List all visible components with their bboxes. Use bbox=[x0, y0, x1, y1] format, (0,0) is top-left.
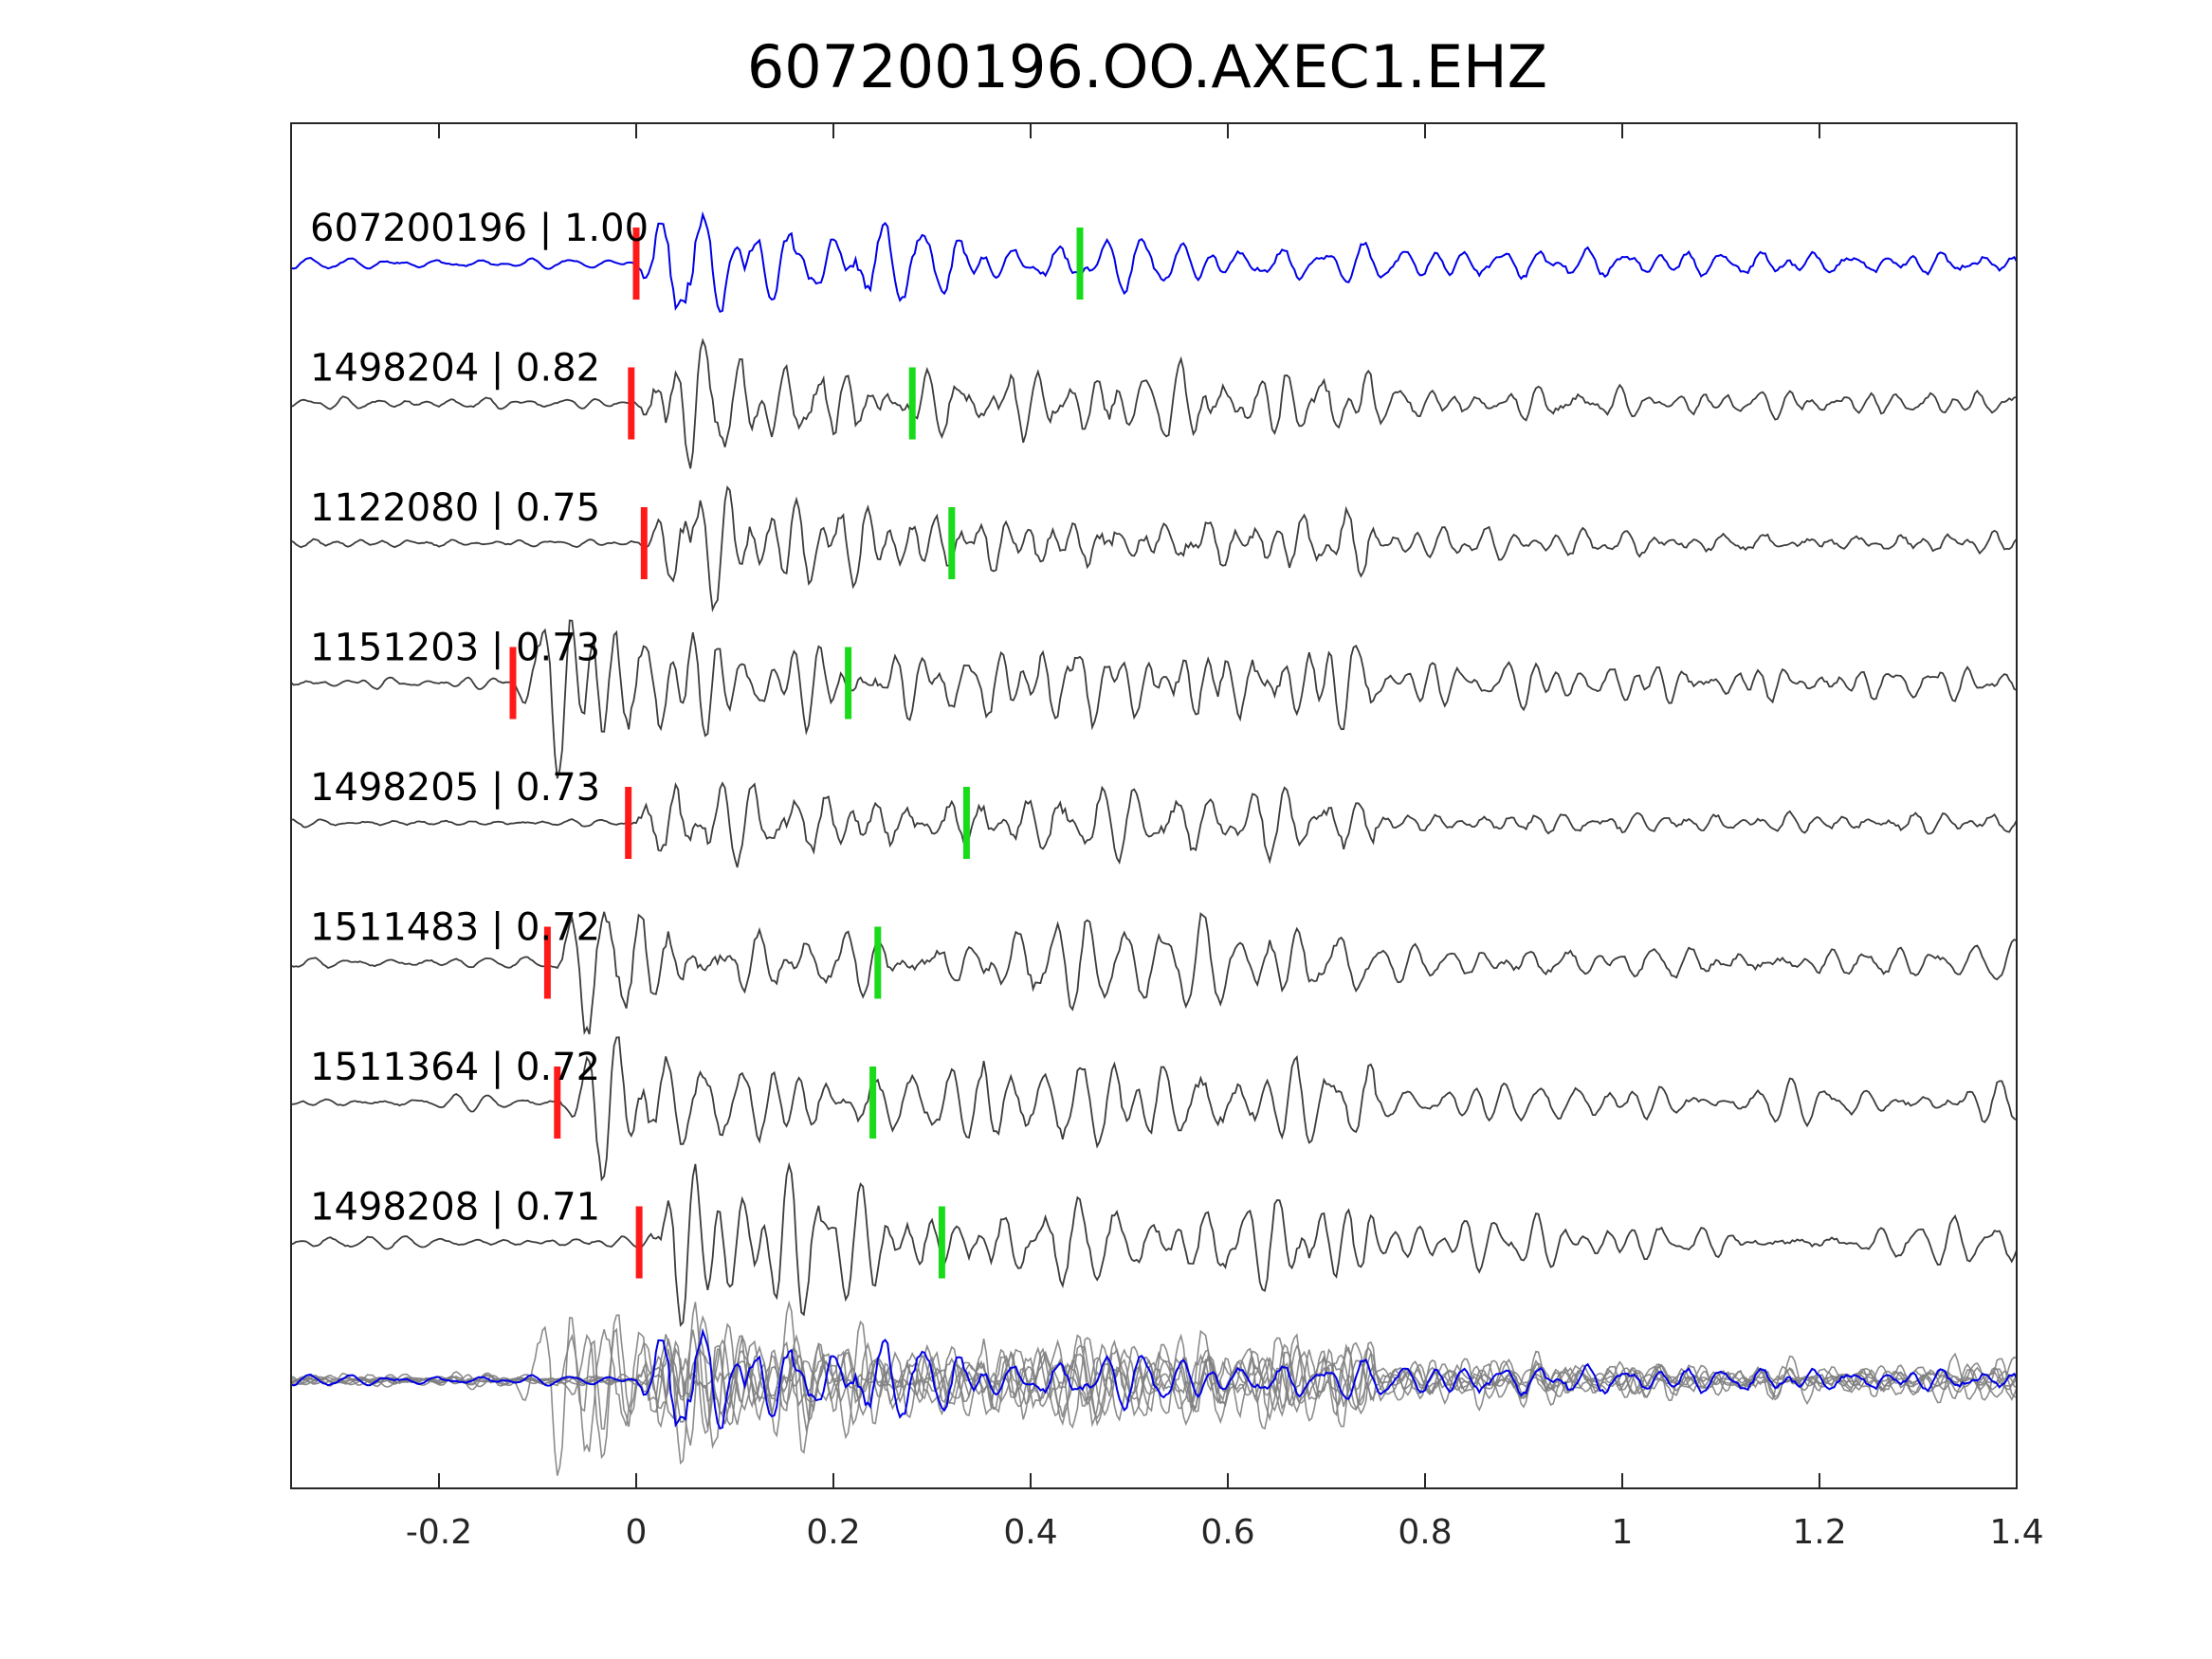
trace-line-1511483 bbox=[290, 911, 2018, 1035]
trace-label-1498208: 1498208 | 0.71 bbox=[310, 1186, 600, 1230]
trace-label-607200196: 607200196 | 1.00 bbox=[310, 207, 649, 250]
chart-title: 607200196.OO.AXEC1.EHZ bbox=[747, 32, 1547, 101]
trace-label-1511483: 1511483 | 0.72 bbox=[310, 906, 600, 950]
plot-area: 607200196 | 1.00 1498204 | 0.82 1122080 | … bbox=[290, 207, 2018, 1476]
x-tick-label: 0 bbox=[626, 1513, 648, 1552]
trace-label-1151203: 1151203 | 0.73 bbox=[310, 627, 600, 670]
trace-line-607200196 bbox=[290, 210, 2018, 313]
x-tick-label: 0.4 bbox=[1003, 1513, 1057, 1552]
trace-line-1498208 bbox=[290, 1161, 2018, 1327]
trace-line-1498205 bbox=[291, 781, 2018, 868]
trace-line-1511364 bbox=[290, 1036, 2018, 1182]
x-axis: -0.2 0 0.2 0.4 0.6 0.8 1 1.2 1.4 bbox=[406, 123, 2044, 1552]
x-tick-label: 0.2 bbox=[806, 1513, 860, 1552]
x-tick-label: 0.8 bbox=[1398, 1513, 1452, 1552]
trace-label-1498205: 1498205 | 0.73 bbox=[310, 766, 600, 810]
x-tick-label: 0.6 bbox=[1200, 1513, 1254, 1552]
overlay-line-607200196 bbox=[290, 1327, 2018, 1430]
axes-frame bbox=[290, 122, 2018, 1489]
x-tick-label: 1.2 bbox=[1792, 1513, 1846, 1552]
x-tick-label: -0.2 bbox=[406, 1513, 472, 1552]
trace-label-1122080: 1122080 | 0.75 bbox=[310, 486, 600, 530]
trace-line-1151203 bbox=[290, 619, 2018, 779]
trace-label-1511364: 1511364 | 0.72 bbox=[310, 1046, 600, 1089]
x-tick-label: 1.4 bbox=[1989, 1513, 2043, 1552]
trace-line-1122080 bbox=[290, 485, 2018, 612]
trace-line-1498204 bbox=[290, 337, 2018, 469]
x-tick-label: 1 bbox=[1612, 1513, 1634, 1552]
trace-label-1498204: 1498204 | 0.82 bbox=[310, 347, 600, 391]
